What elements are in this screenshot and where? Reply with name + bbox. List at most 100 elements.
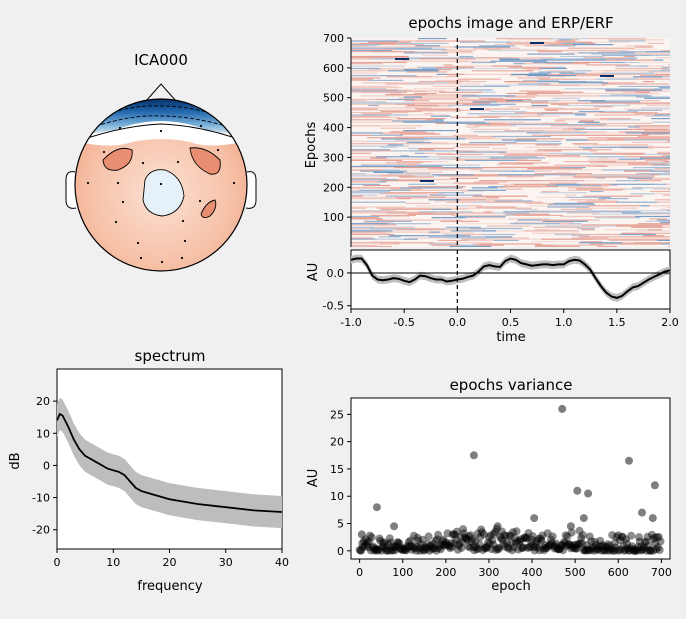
topomap-right-ear [245, 171, 257, 209]
heatmap-cell [657, 85, 670, 87]
variance-point [422, 545, 431, 553]
heatmap-cell [645, 51, 670, 53]
heatmap-cell [440, 220, 480, 222]
variance-point [588, 544, 597, 553]
topomap-title: ICA000 [134, 51, 188, 69]
heatmap-cell [576, 75, 601, 77]
heatmap-cell [351, 116, 401, 118]
heatmap-cell [661, 155, 670, 157]
variance-point [591, 537, 599, 546]
heatmap-cell [497, 165, 539, 167]
heatmap-cell [396, 163, 420, 165]
heatmap-cell [554, 164, 605, 166]
heatmap-cell [485, 156, 537, 158]
heatmap-cell [351, 119, 392, 121]
heatmap-cell [415, 95, 462, 97]
heatmap-cell [426, 119, 435, 121]
variance-point [547, 535, 555, 544]
heatmap-cell [351, 195, 364, 197]
heatmap-cell [351, 175, 381, 177]
sensor-dot [114, 220, 118, 224]
heatmap-cell [555, 40, 576, 42]
heatmap-cell [416, 205, 455, 207]
heatmap-cell [503, 184, 547, 187]
heatmap-cell [513, 63, 525, 65]
heatmap-cell [573, 128, 600, 130]
heatmap-cell [627, 163, 668, 165]
heatmap-cell [403, 165, 443, 167]
spectrum-ytick-label: -20 [32, 524, 50, 537]
heatmap-cell [612, 238, 670, 240]
heatmap-cell [506, 176, 535, 178]
heatmap-cell [544, 130, 581, 132]
heatmap-cell [638, 114, 655, 116]
variance-point [403, 542, 411, 551]
heatmap-cell [473, 212, 495, 214]
heatmap-cell [577, 227, 595, 230]
variance-point [626, 544, 635, 553]
heatmap-cell [415, 40, 446, 42]
variance-point [619, 541, 628, 550]
heatmap-cell [361, 91, 407, 93]
heatmap-cell [579, 120, 595, 122]
variance-point [391, 546, 399, 555]
heatmap-cell [618, 51, 646, 53]
heatmap-cell [522, 79, 559, 81]
variance-point [430, 544, 439, 553]
variance-point [465, 532, 474, 541]
heatmap-cell [630, 193, 655, 195]
heatmap-cell [523, 131, 548, 133]
variance-point [523, 543, 532, 552]
heatmap-cell [483, 153, 508, 155]
heatmap-cell [596, 161, 616, 163]
variance-point [412, 546, 421, 555]
variance-point [406, 536, 415, 545]
heatmap-cell [591, 47, 635, 49]
heatmap-cell [576, 207, 628, 209]
variance-point [441, 538, 450, 547]
heatmap-cell [634, 178, 670, 181]
heatmap-cell [627, 126, 640, 128]
heatmap-cell [615, 83, 669, 85]
heatmap-cell [437, 175, 492, 177]
heatmap-cell [490, 60, 548, 62]
heatmap-cell [389, 85, 398, 87]
heatmap-cell [534, 245, 580, 247]
heatmap-cell [578, 146, 599, 148]
heatmap-cell [484, 48, 502, 50]
heatmap-cell [442, 58, 476, 60]
heatmap-cell [571, 235, 590, 237]
heatmap-cell [632, 187, 642, 189]
heatmap-cell [593, 106, 613, 108]
variance-point [448, 530, 457, 539]
heatmap-cell [419, 211, 473, 213]
epochs-image-title: epochs image and ERP/ERF [408, 14, 613, 32]
variance-point [372, 546, 381, 555]
heatmap-cell [389, 92, 402, 95]
variance-point [360, 541, 369, 550]
variance-point [502, 532, 511, 540]
heatmap-cell [490, 122, 506, 124]
heatmap-cell [418, 38, 447, 40]
variance-point [554, 545, 563, 554]
heatmap-cell [623, 170, 650, 172]
topomap-nose [145, 83, 177, 102]
heatmap-cell [351, 201, 406, 203]
heatmap-cell [557, 118, 600, 120]
heatmap-cell [589, 175, 635, 177]
heatmap-cell [615, 65, 639, 67]
variance-point [366, 531, 374, 540]
variance-point [631, 546, 640, 555]
variance-point [470, 546, 479, 555]
heatmap-cell [445, 196, 487, 198]
variance-point [651, 539, 660, 548]
heatmap-cell [370, 241, 400, 243]
heatmap-cell [394, 60, 451, 62]
heatmap-cell [560, 224, 582, 226]
heatmap-cell [570, 39, 579, 41]
heatmap-cell [388, 223, 404, 225]
heatmap-cell [482, 230, 497, 232]
heatmap-cell [351, 90, 404, 92]
heatmap-cell [394, 167, 443, 169]
erp-ytick-label: 0.0 [327, 267, 345, 280]
